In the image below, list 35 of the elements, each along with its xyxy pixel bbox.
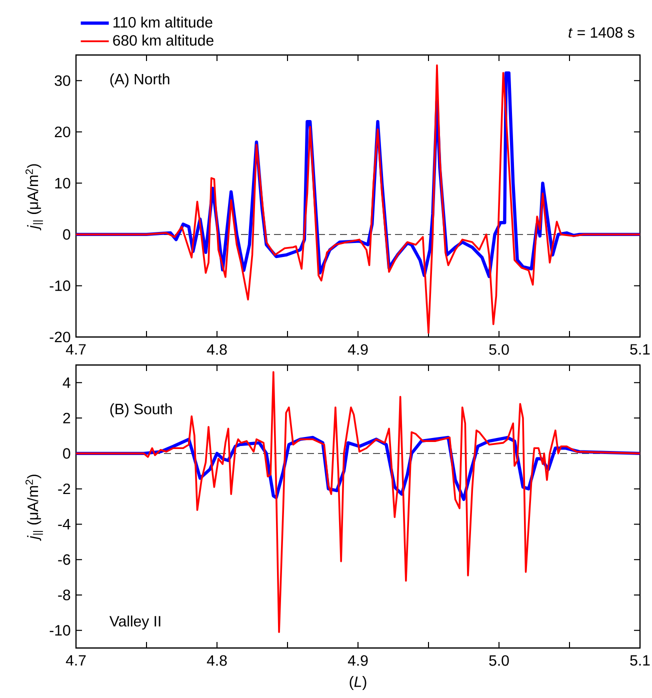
y-tick-label: -20 <box>50 332 70 342</box>
y-tick-label: 30 <box>54 75 70 86</box>
y-tick-label: 10 <box>55 178 70 188</box>
y-tick-label: -10 <box>50 280 70 292</box>
text: (A) North <box>110 73 170 88</box>
y-tick-label: -10 <box>50 625 70 636</box>
y-tick-label: 0 <box>63 229 70 240</box>
text: t = 1408 s <box>568 27 634 38</box>
x-tick-label: 5.0 <box>489 655 509 666</box>
y-tick-label: 4 <box>62 378 70 388</box>
x-axis-title: (L) <box>350 676 366 690</box>
annotation: Valley II <box>109 616 160 630</box>
y-tick-label: -8 <box>58 590 70 600</box>
y-axis-title: j$_{||}$ (μA/m$^{2}$) <box>26 474 43 541</box>
y-tick-label: 20 <box>54 126 70 138</box>
legend-label: 680 km altitude <box>113 34 214 46</box>
x-tick-label: 4.8 <box>206 344 227 355</box>
x-tick-label: 5.1 <box>630 344 650 355</box>
y-tick-label: -2 <box>58 484 70 494</box>
y-tick-label: 2 <box>63 412 70 424</box>
y-axis-title: j$_{||}$ (μA/m$^{2}$) <box>26 164 43 230</box>
x-tick-label: 4.8 <box>206 655 227 666</box>
text: (B) South <box>110 403 172 418</box>
line-series <box>76 64 640 334</box>
y-tick-label: -4 <box>58 519 70 530</box>
y-tick-label: 0 <box>63 448 70 459</box>
y-tick-label: -6 <box>58 554 70 565</box>
x-tick-label: 5.1 <box>630 655 650 666</box>
legend-label: 110 km altitude <box>114 16 212 28</box>
x-tick-label: 4.9 <box>348 344 368 355</box>
x-tick-label: 4.9 <box>348 655 368 666</box>
x-tick-label: 4.7 <box>66 655 86 666</box>
x-tick-label: 4.7 <box>66 344 86 355</box>
x-tick-label: 5.0 <box>489 344 509 355</box>
line-series <box>76 371 640 633</box>
